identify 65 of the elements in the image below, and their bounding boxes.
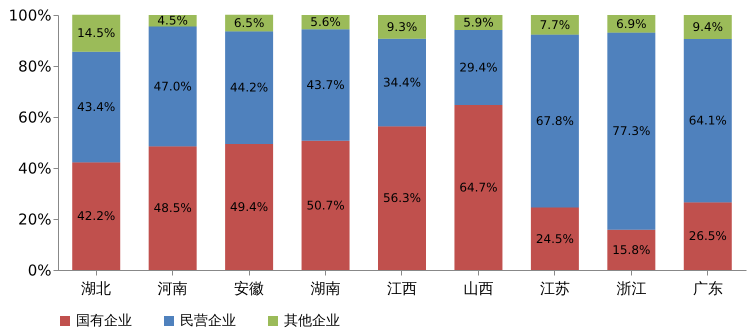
bar xyxy=(72,52,120,162)
data-label: 6.9% xyxy=(616,16,647,31)
data-label: 5.6% xyxy=(310,15,341,30)
x-tick-label: 广东 xyxy=(692,280,723,298)
bar xyxy=(530,208,579,270)
bar xyxy=(225,31,274,144)
y-tick-label: 40% xyxy=(18,160,52,178)
bar xyxy=(225,144,274,270)
x-tick-label: 浙江 xyxy=(616,280,646,298)
x-tick-label: 湖南 xyxy=(310,280,341,298)
legend-label: 民营企业 xyxy=(180,313,236,329)
data-label: 34.4% xyxy=(382,76,422,90)
bar xyxy=(684,15,732,39)
bar xyxy=(607,32,656,230)
data-label: 77.3% xyxy=(612,124,650,138)
x-tick-label: 湖北 xyxy=(81,280,112,298)
data-label: 9.3% xyxy=(386,20,418,34)
legend-label: 国有企业 xyxy=(76,313,132,329)
bar xyxy=(530,34,579,208)
data-label: 9.4% xyxy=(692,20,724,34)
data-label: 43.7% xyxy=(306,78,345,92)
data-label: 15.8% xyxy=(612,242,650,257)
bar xyxy=(378,38,426,126)
x-tick-label: 江西 xyxy=(387,280,417,298)
data-label: 4.5% xyxy=(157,14,188,28)
data-label: 6.5% xyxy=(234,16,264,30)
bar xyxy=(454,30,502,106)
y-tick-label: 20% xyxy=(18,210,52,228)
data-label: 49.4% xyxy=(230,200,268,214)
y-tick-label: 60% xyxy=(18,108,52,126)
data-label: 64.1% xyxy=(688,114,727,128)
x-tick-label: 江苏 xyxy=(540,280,570,298)
data-label: 14.5% xyxy=(77,26,116,40)
bar xyxy=(148,26,197,146)
data-label: 67.8% xyxy=(536,114,574,128)
bar xyxy=(684,38,732,202)
bar xyxy=(72,162,120,270)
bar xyxy=(454,105,502,270)
data-label: 5.9% xyxy=(463,16,494,30)
y-tick-label: 80% xyxy=(18,58,52,76)
x-tick-label: 河南 xyxy=(158,280,188,298)
data-label: 24.5% xyxy=(536,232,574,246)
data-label: 44.2% xyxy=(230,80,268,95)
data-label: 50.7% xyxy=(306,198,345,212)
x-tick-label: 山西 xyxy=(463,280,494,298)
data-label: 56.3% xyxy=(382,191,422,206)
legend-label: 其他企业 xyxy=(284,313,340,329)
bar xyxy=(378,126,426,270)
data-label: 43.4% xyxy=(77,100,116,114)
y-tick-label: 0% xyxy=(28,262,52,280)
y-tick-label: 100% xyxy=(8,6,52,24)
data-label: 26.5% xyxy=(688,229,727,244)
data-label: 47.0% xyxy=(154,79,192,94)
bar xyxy=(607,230,656,270)
bar xyxy=(302,29,350,141)
data-label: 7.7% xyxy=(540,18,570,32)
data-label: 42.2% xyxy=(77,209,116,224)
bar xyxy=(302,140,350,270)
bar xyxy=(684,202,732,270)
data-label: 48.5% xyxy=(154,201,192,216)
bar xyxy=(72,14,120,52)
x-tick-label: 安徽 xyxy=(234,280,264,298)
bar xyxy=(148,146,197,270)
data-label: 64.7% xyxy=(459,180,498,195)
data-label: 29.4% xyxy=(459,60,498,75)
